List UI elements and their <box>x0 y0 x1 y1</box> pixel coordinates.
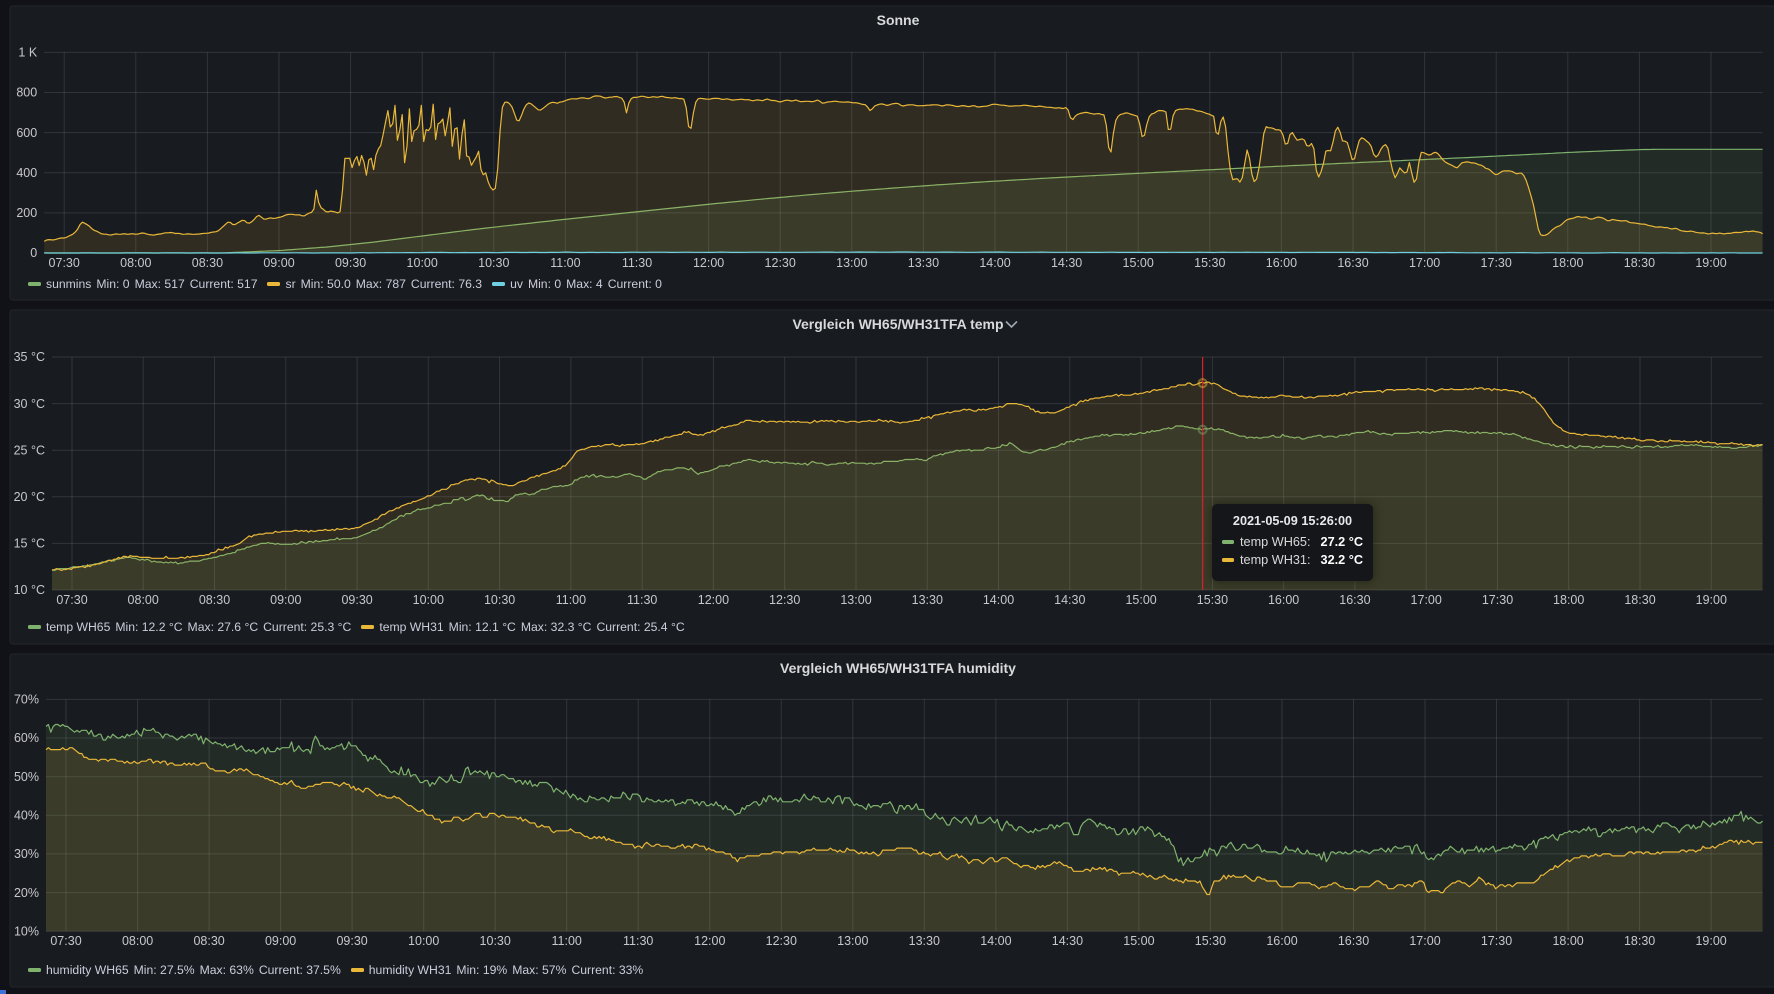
svg-text:13:00: 13:00 <box>836 256 867 270</box>
svg-text:20 °C: 20 °C <box>14 490 45 504</box>
svg-text:13:30: 13:30 <box>908 256 939 270</box>
svg-text:50%: 50% <box>14 770 39 784</box>
svg-text:17:00: 17:00 <box>1409 256 1440 270</box>
svg-text:10:00: 10:00 <box>413 593 444 607</box>
svg-text:10:00: 10:00 <box>407 256 438 270</box>
svg-text:14:30: 14:30 <box>1052 934 1083 948</box>
svg-text:400: 400 <box>16 166 37 180</box>
svg-text:13:00: 13:00 <box>837 934 868 948</box>
svg-text:Vergleich WH65/WH31TFA humidit: Vergleich WH65/WH31TFA humidity <box>780 660 1016 676</box>
svg-text:19:00: 19:00 <box>1695 934 1726 948</box>
svg-text:18:30: 18:30 <box>1624 593 1655 607</box>
svg-text:11:30: 11:30 <box>622 256 652 270</box>
svg-text:11:30: 11:30 <box>623 934 653 948</box>
svg-text:08:30: 08:30 <box>199 593 230 607</box>
svg-text:09:30: 09:30 <box>335 256 366 270</box>
svg-text:07:30: 07:30 <box>49 256 80 270</box>
svg-text:18:00: 18:00 <box>1552 934 1583 948</box>
svg-text:Sonne: Sonne <box>877 12 920 28</box>
svg-text:10:00: 10:00 <box>408 934 439 948</box>
svg-text:17:00: 17:00 <box>1409 934 1440 948</box>
svg-text:15:00: 15:00 <box>1125 593 1156 607</box>
svg-text:1 K: 1 K <box>18 46 37 60</box>
svg-text:18:30: 18:30 <box>1624 934 1655 948</box>
svg-text:12:30: 12:30 <box>769 593 800 607</box>
svg-text:17:30: 17:30 <box>1481 934 1512 948</box>
svg-text:15:00: 15:00 <box>1123 256 1154 270</box>
svg-text:09:30: 09:30 <box>341 593 372 607</box>
svg-text:14:00: 14:00 <box>980 934 1011 948</box>
svg-text:12:30: 12:30 <box>765 256 796 270</box>
svg-text:15:30: 15:30 <box>1197 593 1228 607</box>
svg-text:18:00: 18:00 <box>1552 256 1583 270</box>
svg-text:14:00: 14:00 <box>979 256 1010 270</box>
svg-text:08:00: 08:00 <box>120 256 151 270</box>
svg-text:17:00: 17:00 <box>1411 593 1442 607</box>
svg-text:16:00: 16:00 <box>1268 593 1299 607</box>
svg-text:Vergleich WH65/WH31TFA temp: Vergleich WH65/WH31TFA temp <box>792 316 1003 332</box>
svg-text:16:00: 16:00 <box>1266 934 1297 948</box>
svg-text:16:30: 16:30 <box>1339 593 1370 607</box>
svg-text:16:00: 16:00 <box>1266 256 1297 270</box>
svg-text:10%: 10% <box>14 924 39 938</box>
svg-text:12:00: 12:00 <box>693 256 724 270</box>
svg-text:10:30: 10:30 <box>478 256 509 270</box>
svg-text:09:00: 09:00 <box>270 593 301 607</box>
svg-text:11:00: 11:00 <box>552 934 582 948</box>
svg-text:11:00: 11:00 <box>556 593 586 607</box>
svg-text:35 °C: 35 °C <box>14 350 45 364</box>
svg-text:14:30: 14:30 <box>1054 593 1085 607</box>
svg-text:17:30: 17:30 <box>1481 256 1512 270</box>
svg-text:10:30: 10:30 <box>484 593 515 607</box>
svg-text:15:30: 15:30 <box>1195 934 1226 948</box>
svg-text:13:30: 13:30 <box>912 593 943 607</box>
svg-text:30 °C: 30 °C <box>14 397 45 411</box>
svg-text:08:30: 08:30 <box>193 934 224 948</box>
svg-text:08:00: 08:00 <box>128 593 159 607</box>
svg-text:600: 600 <box>16 126 37 140</box>
svg-text:60%: 60% <box>14 731 39 745</box>
svg-text:09:00: 09:00 <box>265 934 296 948</box>
svg-text:10 °C: 10 °C <box>14 583 45 597</box>
svg-text:18:30: 18:30 <box>1624 256 1655 270</box>
svg-text:08:00: 08:00 <box>122 934 153 948</box>
svg-text:08:30: 08:30 <box>192 256 223 270</box>
svg-text:13:00: 13:00 <box>840 593 871 607</box>
svg-text:19:00: 19:00 <box>1695 256 1726 270</box>
svg-text:12:00: 12:00 <box>698 593 729 607</box>
svg-text:800: 800 <box>16 86 37 100</box>
svg-text:70%: 70% <box>14 693 39 707</box>
svg-text:18:00: 18:00 <box>1553 593 1584 607</box>
svg-text:14:00: 14:00 <box>983 593 1014 607</box>
svg-text:11:30: 11:30 <box>627 593 657 607</box>
svg-text:16:30: 16:30 <box>1338 934 1369 948</box>
svg-text:0: 0 <box>30 246 37 260</box>
svg-text:12:00: 12:00 <box>694 934 725 948</box>
svg-text:07:30: 07:30 <box>56 593 87 607</box>
svg-text:11:00: 11:00 <box>550 256 580 270</box>
svg-text:15:30: 15:30 <box>1194 256 1225 270</box>
svg-text:13:30: 13:30 <box>909 934 940 948</box>
svg-text:15 °C: 15 °C <box>14 537 45 551</box>
svg-text:15:00: 15:00 <box>1123 934 1154 948</box>
svg-text:07:30: 07:30 <box>50 934 81 948</box>
svg-text:09:00: 09:00 <box>263 256 294 270</box>
svg-text:40%: 40% <box>14 809 39 823</box>
svg-text:20%: 20% <box>14 886 39 900</box>
svg-text:19:00: 19:00 <box>1696 593 1727 607</box>
svg-text:16:30: 16:30 <box>1337 256 1368 270</box>
svg-text:25 °C: 25 °C <box>14 443 45 457</box>
svg-text:17:30: 17:30 <box>1482 593 1513 607</box>
svg-text:10:30: 10:30 <box>480 934 511 948</box>
svg-text:09:30: 09:30 <box>336 934 367 948</box>
svg-text:14:30: 14:30 <box>1051 256 1082 270</box>
svg-text:30%: 30% <box>14 847 39 861</box>
svg-text:12:30: 12:30 <box>766 934 797 948</box>
svg-text:200: 200 <box>16 206 37 220</box>
